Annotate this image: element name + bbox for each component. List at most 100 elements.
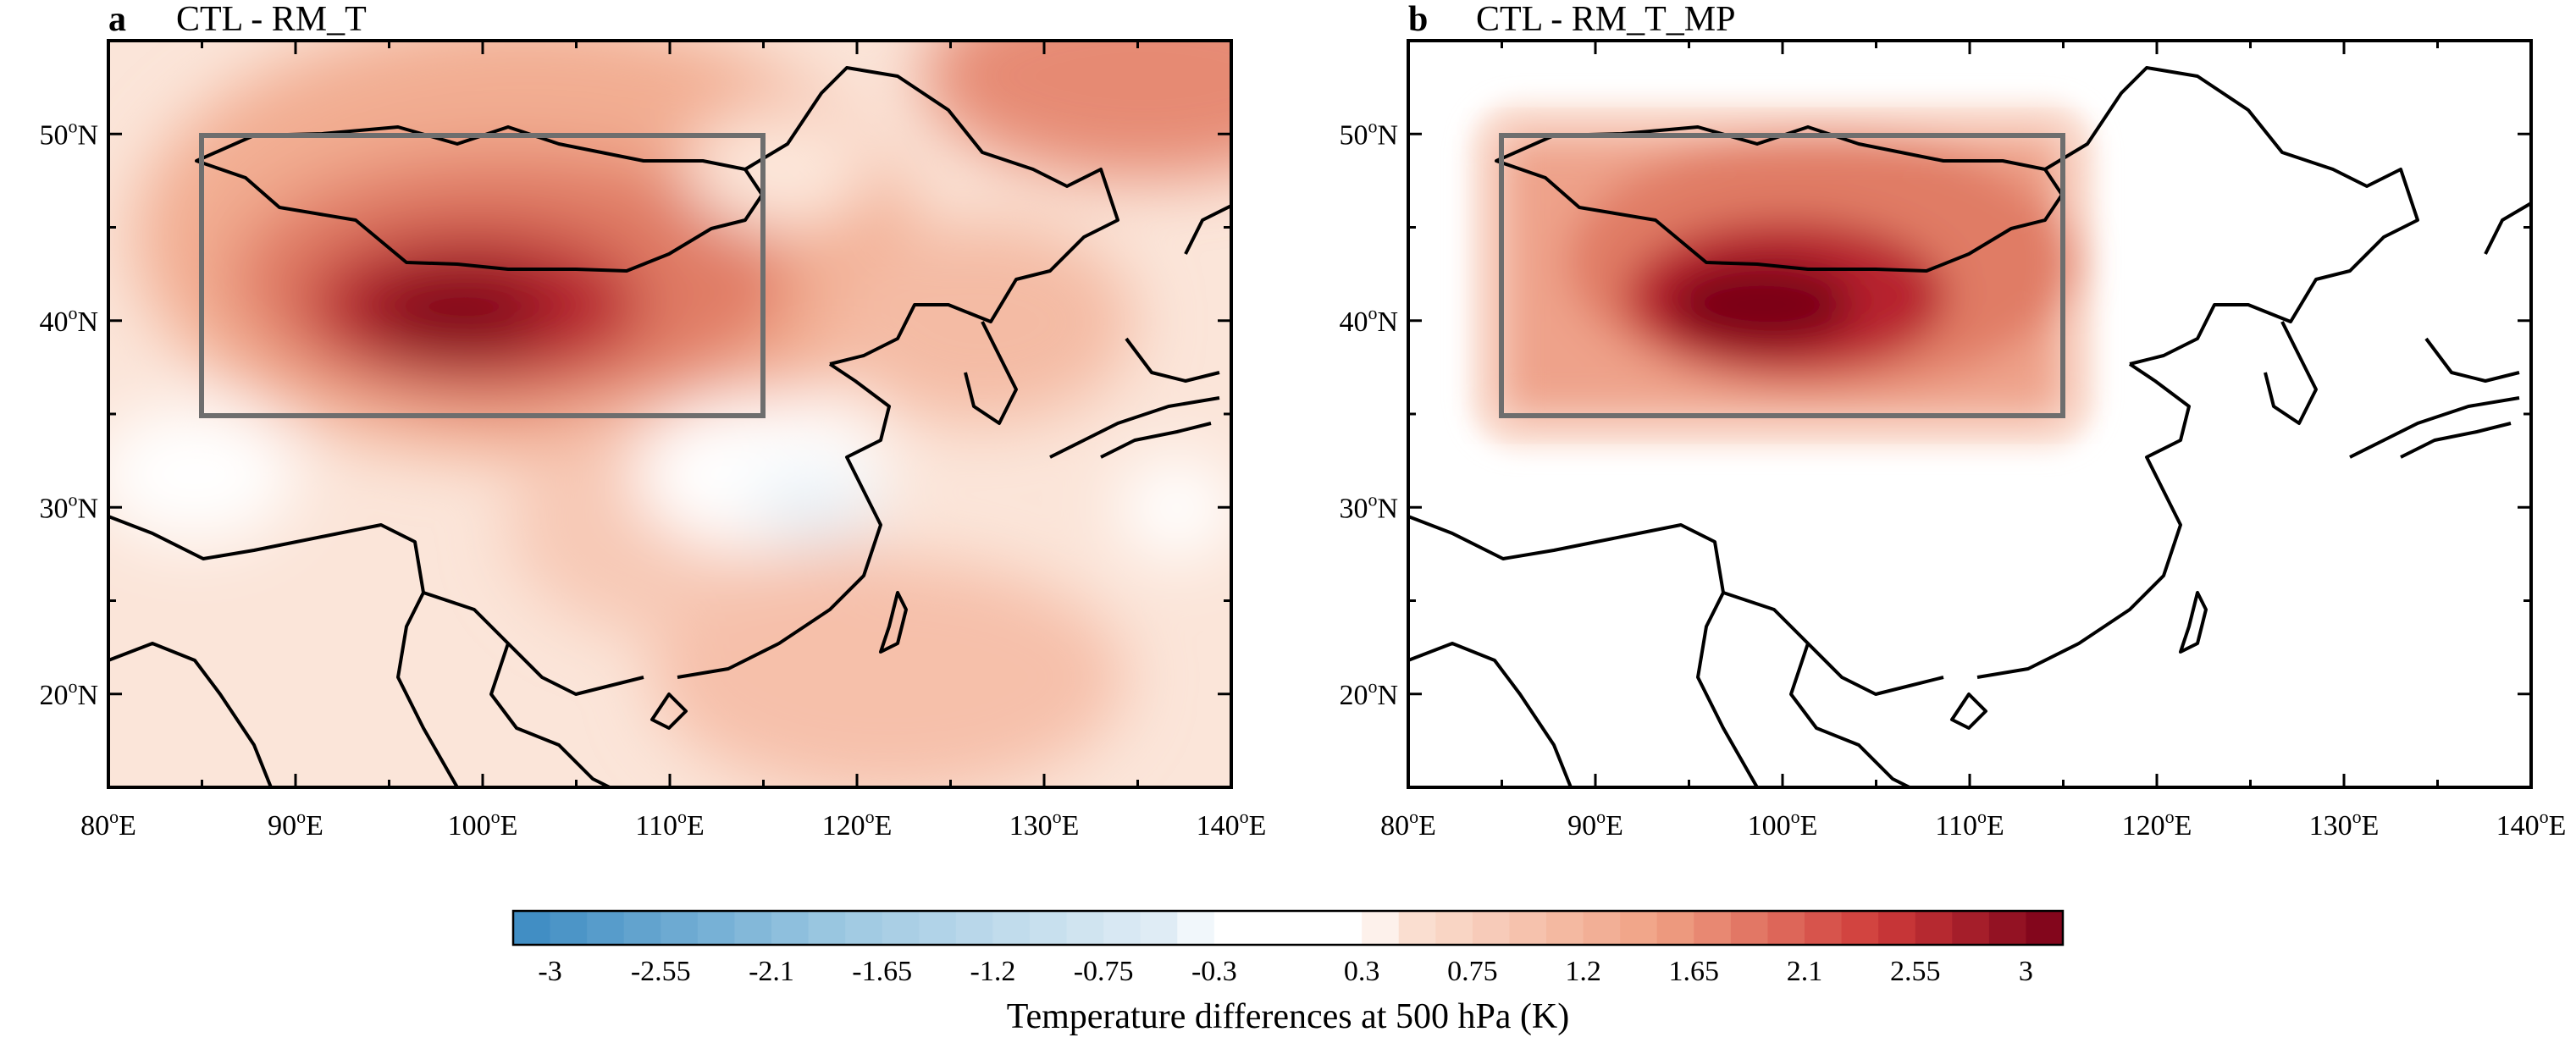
colorbar-swatch — [1140, 911, 1178, 945]
panel-b-title: CTL - RM_T_MP — [1476, 0, 1735, 39]
panel-a-xtick-label: 140oE — [1197, 806, 1267, 842]
panel-b-xtick-label: 110oE — [1935, 806, 2004, 842]
tick-number: 20 — [39, 680, 68, 711]
tick-unit: N — [1377, 680, 1398, 711]
degree-mark: o — [1368, 115, 1377, 136]
colorbar-swatch — [1656, 911, 1694, 945]
panel-b-ytick-label: 50oN — [1339, 115, 1398, 151]
tick-unit: N — [77, 306, 98, 338]
colorbar-swatch — [845, 911, 883, 945]
colorbar-tick-label: 3 — [2019, 956, 2033, 987]
colorbar-swatch — [1509, 911, 1547, 945]
degree-mark: o — [2352, 806, 2362, 827]
degree-mark: o — [1409, 806, 1418, 827]
panel-a-ytick-label: 20oN — [39, 676, 98, 711]
colorbar-swatch — [1988, 911, 2027, 945]
tick-number: 120 — [2122, 810, 2165, 842]
tick-unit: E — [119, 810, 136, 842]
colorbar-swatch — [1251, 911, 1289, 945]
panel-a-coastlines — [108, 66, 1231, 787]
panel-a-region-box — [199, 133, 766, 418]
panel-b-ytick-label: 20oN — [1339, 676, 1398, 711]
panel-b-ytick-label: 30oN — [1339, 488, 1398, 524]
colorbar-swatch — [771, 911, 810, 945]
degree-mark: o — [109, 806, 119, 827]
panel-a-xtick-label: 80oE — [80, 806, 136, 842]
tick-unit: E — [1606, 810, 1623, 842]
colorbar-tick-label: 0.75 — [1447, 956, 1498, 987]
colorbar-swatch — [1730, 911, 1769, 945]
tick-number: 50 — [39, 119, 68, 151]
degree-mark: o — [1596, 806, 1606, 827]
panel-a-letter: a — [108, 0, 126, 39]
panel-a-ytick-label: 50oN — [39, 115, 98, 151]
degree-mark: o — [1053, 806, 1062, 827]
colorbar-tick-label: -1.2 — [970, 956, 1016, 987]
tick-number: 130 — [1009, 810, 1053, 842]
colorbar-tick-label: -0.3 — [1191, 956, 1237, 987]
tick-unit: E — [1062, 810, 1080, 842]
tick-number: 30 — [39, 493, 68, 524]
colorbar-title: Temperature differences at 500 hPa (K) — [1007, 997, 1570, 1036]
colorbar-tick-label: 2.55 — [1890, 956, 1941, 987]
tick-number: 90 — [1567, 810, 1596, 842]
panel-a-xtick-label: 90oE — [268, 806, 323, 842]
degree-mark: o — [2165, 806, 2175, 827]
degree-mark: o — [68, 676, 77, 697]
degree-mark: o — [68, 302, 77, 323]
tick-unit: N — [1377, 493, 1398, 524]
colorbar-swatch — [661, 911, 699, 945]
panel-a-axes: 80oE 90oE 100oE 110oE 120oE 130oE 140oE20oN30o… — [39, 39, 1267, 842]
degree-mark: o — [1368, 488, 1377, 510]
panel-b-letter: b — [1408, 0, 1428, 39]
colorbar-swatch — [955, 911, 994, 945]
colorbar-swatch — [1915, 911, 1953, 945]
panel-b: b CTL - RM_T_MP — [1339, 0, 2566, 842]
tick-unit: N — [1377, 306, 1398, 338]
panel-a-ytick-label: 40oN — [39, 302, 98, 338]
degree-mark: o — [491, 806, 500, 827]
tick-number: 110 — [635, 810, 677, 842]
tick-number: 40 — [39, 306, 68, 338]
panel-a-xtick-label: 110oE — [635, 806, 705, 842]
colorbar-swatch — [1103, 911, 1142, 945]
tick-unit: E — [1987, 810, 2004, 842]
colorbar-swatch — [513, 911, 551, 945]
colorbar-tick-label: -2.55 — [631, 956, 691, 987]
colorbar-swatch — [1546, 911, 1584, 945]
tick-number: 100 — [1748, 810, 1791, 842]
colorbar-tick-label: -1.65 — [852, 956, 912, 987]
colorbar-swatch — [1066, 911, 1104, 945]
tick-unit: E — [1800, 810, 1818, 842]
tick-number: 110 — [1935, 810, 1977, 842]
panel-b-xtick-label: 80oE — [1380, 806, 1436, 842]
colorbar-swatch — [1767, 911, 1805, 945]
colorbar-tick-label: -3 — [538, 956, 561, 987]
colorbar-swatch — [1213, 911, 1252, 945]
tick-number: 40 — [1339, 306, 1368, 338]
panel-a-ytick-label: 30oN — [39, 488, 98, 524]
colorbar-swatch — [1288, 911, 1326, 945]
colorbar-swatch — [1694, 911, 1732, 945]
tick-number: 50 — [1339, 119, 1368, 151]
panel-b-region-box — [1499, 133, 2065, 418]
panel-a-xtick-label: 130oE — [1009, 806, 1080, 842]
colorbar-swatch — [1620, 911, 1658, 945]
tick-unit: E — [875, 810, 893, 842]
tick-unit: N — [77, 680, 98, 711]
panel-a-field — [108, 41, 1231, 787]
panel-b-xtick-label: 130oE — [2309, 806, 2380, 842]
colorbar-tick-label: 2.1 — [1787, 956, 1823, 987]
colorbar: -3 -2.55 -2.1 -1.65 -1.2 -0.75 -0.3 0.3 0.75 1.2 1… — [511, 909, 2065, 1036]
degree-mark: o — [2540, 806, 2549, 827]
colorbar-swatch — [697, 911, 736, 945]
tick-number: 20 — [1339, 680, 1368, 711]
colorbar-swatch — [734, 911, 772, 945]
panel-b-xtick-label: 120oE — [2122, 806, 2192, 842]
tick-unit: N — [77, 493, 98, 524]
degree-mark: o — [1240, 806, 1249, 827]
panel-b-field — [1408, 41, 2531, 787]
colorbar-swatch — [882, 911, 920, 945]
degree-mark: o — [1791, 806, 1800, 827]
tick-unit: E — [1418, 810, 1436, 842]
